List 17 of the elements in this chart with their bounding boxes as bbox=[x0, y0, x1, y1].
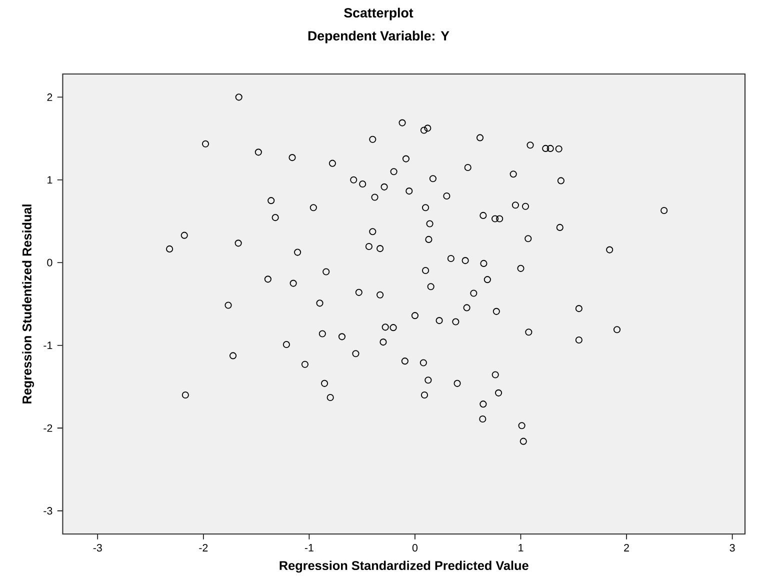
x-tick-label: 1 bbox=[518, 544, 524, 552]
y-tick-label: -3 bbox=[44, 507, 52, 515]
x-axis-title: Regression Standardized Predicted Value bbox=[280, 560, 528, 573]
y-tick-label: -2 bbox=[44, 424, 52, 432]
x-tick-label: -2 bbox=[199, 544, 208, 552]
x-tick-label: 3 bbox=[730, 544, 735, 552]
x-tick-label: -3 bbox=[93, 544, 102, 552]
x-tick-label: 0 bbox=[412, 544, 418, 552]
y-tick-label: -1 bbox=[44, 342, 52, 350]
x-tick-label: 2 bbox=[624, 544, 629, 552]
y-tick-label: 0 bbox=[47, 258, 52, 266]
y-axis-title: Regression Studentized Residual bbox=[22, 204, 34, 404]
chart-title: Scatterplot bbox=[344, 8, 414, 20]
chart-subtitle: Dependent Variable: Y bbox=[308, 30, 450, 44]
x-tick-label: -1 bbox=[304, 544, 314, 552]
y-tick-label: 1 bbox=[48, 176, 52, 184]
y-tick-label: 2 bbox=[47, 93, 52, 101]
